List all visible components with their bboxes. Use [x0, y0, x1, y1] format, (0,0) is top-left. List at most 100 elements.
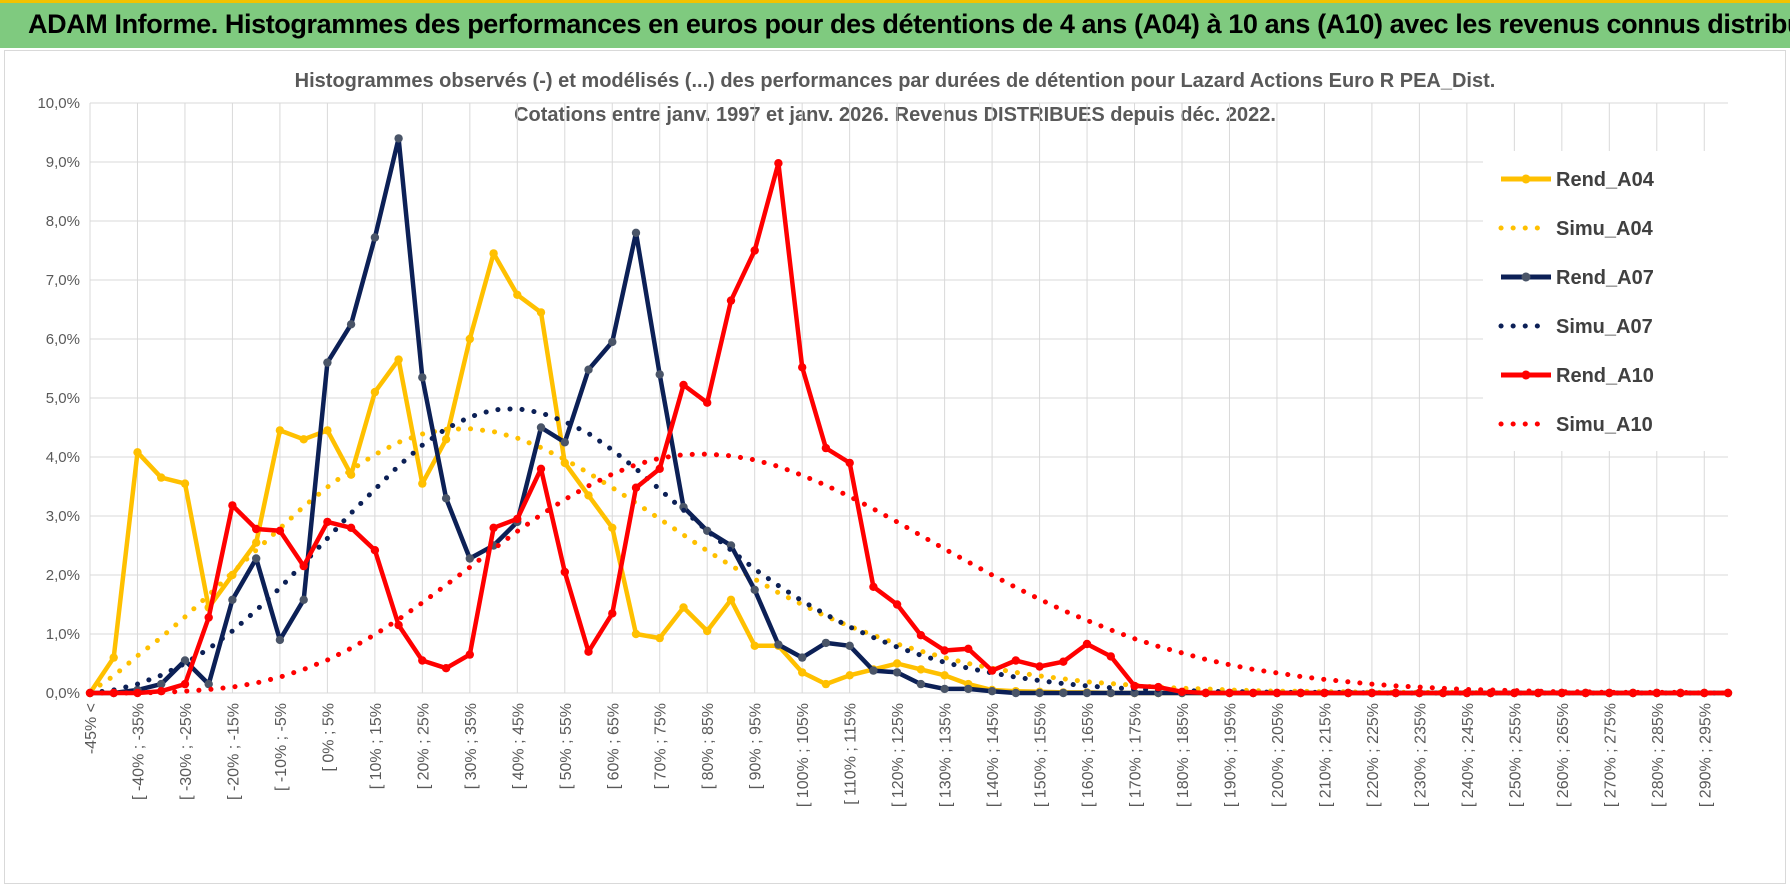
x-tick-label: [ 260% ; 265% [1555, 703, 1572, 807]
data-point [441, 494, 451, 503]
data-point [1367, 688, 1377, 698]
data-point [631, 228, 641, 237]
legend-item: Rend_A04 [1501, 169, 1655, 191]
y-tick-label: 0,0% [46, 685, 80, 702]
x-tick-label: [ 0% ; 5% [320, 703, 337, 771]
data-point [703, 398, 712, 407]
data-point [157, 473, 166, 482]
data-point [1438, 688, 1448, 698]
data-point [1130, 681, 1139, 691]
data-point [299, 595, 308, 604]
data-point [536, 423, 546, 432]
legend-item: Rend_A10 [1501, 365, 1654, 387]
x-tick-label: [ 280% ; 285% [1650, 703, 1667, 807]
data-point [892, 659, 902, 668]
x-tick-label: [ 10% ; 15% [368, 703, 385, 789]
data-point [418, 479, 427, 488]
data-point [964, 684, 973, 694]
data-point [987, 687, 997, 696]
legend-item: Simu_A07 [1498, 316, 1653, 338]
series-line [87, 451, 1731, 696]
data-point [1628, 688, 1638, 698]
data-point [252, 524, 261, 534]
x-tick-label: [ 60% ; 65% [605, 703, 622, 789]
data-point [536, 464, 546, 473]
histogram-chart: Histogrammes observés (-) et modélisés (… [37, 70, 1733, 807]
data-point [1082, 688, 1092, 698]
x-tick-label: [ 20% ; 25% [415, 703, 432, 789]
x-tick-label: [ 130% ; 135% [938, 703, 955, 807]
series-line [87, 426, 1731, 696]
data-point [275, 635, 285, 645]
data-point [1700, 688, 1709, 698]
data-point [228, 501, 237, 510]
data-point [845, 671, 854, 680]
data-point [940, 646, 949, 655]
data-point [964, 644, 973, 653]
data-point [1605, 688, 1614, 698]
data-point [1035, 688, 1044, 698]
data-point [798, 363, 807, 372]
data-point [916, 665, 926, 674]
data-point [204, 613, 213, 622]
data-point [1296, 688, 1305, 698]
x-tick-label: [ 220% ; 225% [1365, 703, 1382, 807]
series-simu_a10 [87, 451, 1731, 696]
y-tick-label: 6,0% [46, 331, 80, 348]
data-point [1652, 688, 1662, 698]
series-simu_a07 [87, 406, 1731, 696]
x-tick-label: [ -40% ; -35% [130, 703, 147, 800]
data-point [869, 666, 878, 675]
y-tick-label: 3,0% [46, 508, 80, 525]
x-tick-label: [ 210% ; 215% [1317, 703, 1334, 807]
data-point [798, 653, 807, 662]
data-point [370, 387, 380, 397]
x-axis-ticks: -45% < [ -40% ; -35% [ -30% ; -25% [ -20% ;… [83, 703, 1714, 807]
x-tick-label: [ 30% ; 35% [463, 703, 480, 789]
data-point [916, 631, 926, 640]
data-point [1415, 688, 1424, 698]
data-point [441, 435, 451, 444]
data-point [892, 600, 902, 609]
x-tick-label: [ 180% ; 185% [1175, 703, 1192, 807]
data-point [940, 684, 949, 694]
series-line [90, 160, 1728, 696]
x-tick-label: -45% < [83, 703, 100, 754]
data-point [655, 464, 664, 473]
data-point [845, 641, 854, 650]
legend-label: Rend_A04 [1556, 169, 1655, 191]
data-point [1035, 662, 1044, 671]
data-point [798, 668, 807, 677]
data-point [1154, 682, 1163, 692]
data-point [323, 358, 332, 367]
data-point [821, 679, 831, 689]
x-tick-label: [ 110% ; 115% [843, 703, 860, 805]
data-point [180, 679, 190, 689]
data-point [394, 355, 403, 364]
legend-label: Simu_A04 [1556, 218, 1654, 240]
data-point [1201, 688, 1210, 698]
data-point [1676, 688, 1685, 698]
data-point [346, 320, 356, 329]
chart-title: Histogrammes observés (-) et modélisés (… [295, 70, 1496, 92]
data-point [1011, 688, 1020, 698]
data-point [679, 603, 688, 612]
legend-label: Rend_A10 [1556, 365, 1654, 387]
x-tick-label: [ 70% ; 75% [653, 703, 670, 789]
data-point [1106, 652, 1116, 661]
data-point [275, 426, 285, 435]
data-point [655, 370, 664, 379]
data-point [370, 233, 380, 242]
data-point [465, 334, 474, 344]
data-point [560, 567, 569, 577]
data-point [323, 517, 332, 527]
data-point [584, 491, 593, 500]
data-point [133, 448, 142, 457]
series-line [90, 136, 1728, 696]
x-tick-label: [ 200% ; 205% [1270, 703, 1287, 807]
data-point [1391, 688, 1400, 698]
page-title: ADAM Informe. Histogrammes des performan… [28, 9, 1790, 39]
data-point [109, 653, 118, 662]
data-point [513, 290, 522, 299]
data-point [441, 664, 451, 673]
